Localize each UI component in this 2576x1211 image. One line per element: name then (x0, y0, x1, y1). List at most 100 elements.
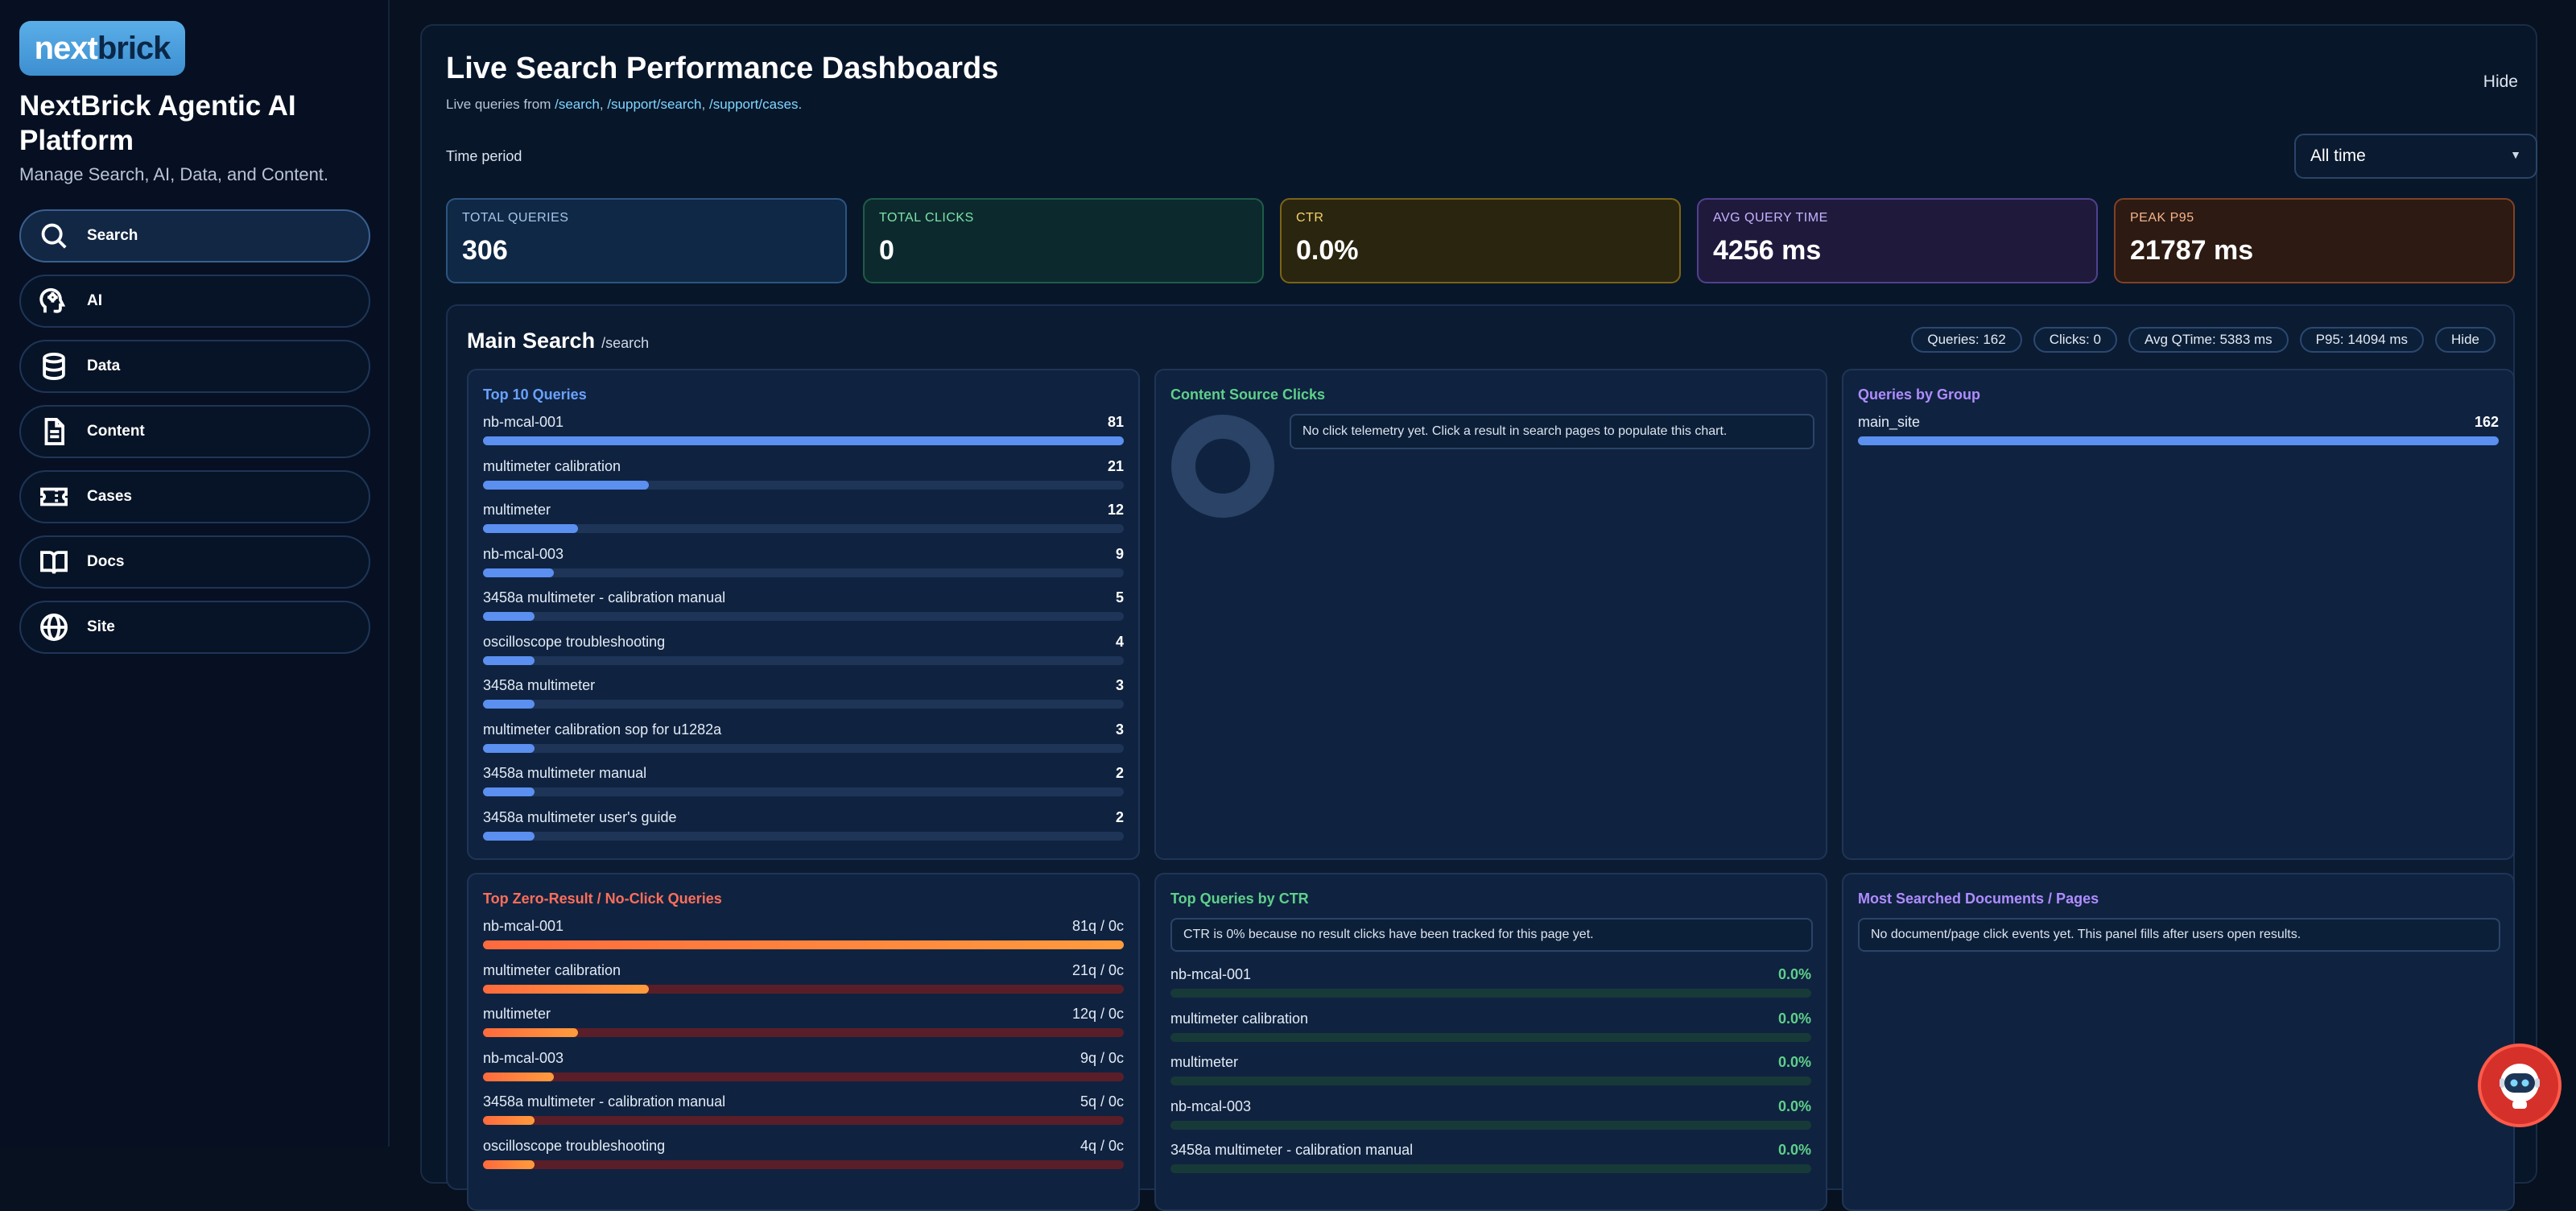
top-query-row-label: 3458a multimeter user's guide (483, 808, 677, 825)
zero-result-row-bar-track (483, 1159, 1124, 1169)
top-query-row-label: 3458a multimeter manual (483, 765, 647, 781)
ctr-row: nb-mcal-003 0.0% (1170, 1098, 1811, 1143)
sidebar: next brick NextBrick Agentic AI Platform … (0, 0, 390, 1147)
ctr-notice: CTR is 0% because no result clicks have … (1170, 918, 1813, 952)
top-query-row: nb-mcal-001 81 (483, 414, 1124, 458)
stat-chip-clicks: Clicks: 0 (2033, 327, 2117, 353)
ctr-row-value: 0.0% (1777, 1054, 1811, 1070)
card-title: Queries by Group (1858, 386, 1981, 403)
zero-result-row-value: 9q / 0c (1080, 1049, 1124, 1066)
search-icon (41, 223, 67, 249)
stat-chip-p95: P95: 14094 ms (2299, 327, 2425, 353)
ctr-row-label: nb-mcal-001 (1170, 966, 1252, 982)
top-query-row: oscilloscope troubleshooting 4 (483, 634, 1124, 678)
kpi-ctr: CTR 0.0% (1280, 198, 1681, 283)
zero-result-row-value: 12q / 0c (1071, 1006, 1124, 1022)
zero-result-row-label: multimeter (483, 1006, 551, 1022)
stat-chip-avg-qtime: Avg QTime: 5383 ms (2128, 327, 2289, 353)
top-query-row-bar-track (483, 787, 1124, 796)
zero-result-card: Top Zero-Result / No-Click Queries nb-mc… (467, 873, 1140, 1211)
kpi-peak-p95: PEAK P95 21787 ms (2114, 198, 2515, 283)
kpi-total-queries: TOTAL QUERIES 306 (446, 198, 847, 283)
sidebar-item-ai[interactable]: AI (19, 275, 370, 328)
top-queries-card: Top 10 Queries nb-mcal-001 81 multimeter c… (467, 369, 1140, 860)
sidebar-item-label: Cases (87, 488, 132, 505)
ctr-row-value: 0.0% (1777, 1142, 1811, 1158)
card-title: Top 10 Queries (483, 386, 587, 403)
sidebar-item-site[interactable]: Site (19, 601, 370, 654)
top-query-row-value: 5 (1115, 589, 1124, 606)
document-icon (44, 418, 64, 445)
zero-result-row-bar-track (483, 1072, 1124, 1081)
time-period-label: Time period (446, 148, 522, 164)
top-query-row-bar (483, 612, 535, 621)
top-query-row-bar (483, 787, 535, 796)
zero-result-row-label: 3458a multimeter - calibration manual (483, 1093, 726, 1110)
top-query-row-value: 3 (1115, 677, 1124, 693)
zero-result-list: nb-mcal-001 81q / 0c multimeter calibratio… (483, 918, 1124, 1181)
path-support-search: /support/search (607, 97, 702, 112)
zero-result-row-bar-track (483, 1028, 1124, 1037)
top-query-row-bar (483, 480, 650, 490)
content-source-card: Content Source Clicks No click telemetry… (1154, 369, 1827, 860)
top-query-row-value: 12 (1107, 502, 1124, 518)
zero-result-row-bar-track (483, 1116, 1124, 1125)
kpi-avg-query-time: AVG QUERY TIME 4256 ms (1697, 198, 2098, 283)
ctr-row-bar-track (1170, 1032, 1811, 1042)
zero-result-row-bar (483, 1072, 555, 1081)
sidebar-item-content[interactable]: Content (19, 405, 370, 458)
zero-result-row-bar (483, 1159, 535, 1169)
card-title: Content Source Clicks (1170, 386, 1326, 403)
top-query-row-value: 81 (1107, 414, 1124, 430)
sidebar-item-cases[interactable]: Cases (19, 470, 370, 523)
ctr-row-value: 0.0% (1777, 966, 1811, 982)
ctr-row-bar-track (1170, 1077, 1811, 1085)
top-query-row-value: 4 (1115, 633, 1124, 650)
zero-result-row: 3458a multimeter - calibration manual 5q … (483, 1093, 1124, 1138)
hide-dashboard-button[interactable]: Hide (2483, 72, 2518, 91)
zero-result-row-value: 81q / 0c (1071, 918, 1124, 934)
zero-result-row-bar-track (483, 984, 1124, 994)
top-query-row: nb-mcal-003 9 (483, 546, 1124, 590)
top-query-row-bar-track (483, 700, 1124, 709)
zero-result-row-label: oscilloscope troubleshooting (483, 1137, 666, 1154)
top-query-row: 3458a multimeter manual 2 (483, 765, 1124, 809)
kpi-total-clicks: TOTAL CLICKS 0 (863, 198, 1264, 283)
empty-donut-chart (1171, 415, 1274, 518)
time-period-select[interactable]: All time ▼ (2294, 134, 2537, 179)
sidebar-item-label: Data (87, 358, 121, 374)
chat-assistant-button[interactable] (2481, 1047, 2558, 1124)
card-title: Most Searched Documents / Pages (1858, 891, 2099, 907)
zero-result-row-label: multimeter calibration (483, 961, 621, 978)
top-query-row-bar (483, 700, 535, 709)
top-query-row-label: multimeter calibration sop for u1282a (483, 721, 722, 738)
ctr-row-bar-track (1170, 989, 1811, 998)
ctr-row-bar-track (1170, 1164, 1811, 1173)
zero-result-row-bar (483, 1028, 578, 1037)
card-title: Top Queries by CTR (1170, 891, 1309, 907)
group-row-bar (1858, 436, 2499, 445)
top-query-row-bar-track (483, 655, 1124, 665)
zero-result-row-value: 5q / 0c (1080, 1093, 1124, 1110)
sidebar-item-data[interactable]: Data (19, 340, 370, 393)
nextbrick-logo[interactable]: next brick (19, 21, 185, 76)
section-title: Main Search/search (467, 329, 650, 353)
zero-result-row-label: nb-mcal-003 (483, 1049, 564, 1066)
robot-icon (2500, 1064, 2540, 1109)
hide-section-button[interactable]: Hide (2435, 327, 2496, 353)
platform-title: NextBrick Agentic AI Platform (19, 90, 296, 156)
ai-head-icon (39, 287, 66, 313)
zero-result-row: multimeter calibration 21q / 0c (483, 962, 1124, 1006)
top-query-row-label: multimeter (483, 502, 551, 518)
ticket-icon (40, 487, 68, 506)
top-query-row-bar-track (483, 568, 1124, 577)
sidebar-item-label: Search (87, 227, 138, 244)
top-query-row-bar-track (483, 436, 1124, 445)
zero-result-row-bar-track (483, 940, 1124, 949)
database-icon (43, 353, 65, 380)
page-title: Live Search Performance Dashboards (446, 52, 999, 85)
sidebar-item-search[interactable]: Search (19, 209, 370, 262)
top-query-row-label: nb-mcal-003 (483, 545, 564, 562)
section-path: /search (601, 335, 650, 351)
sidebar-item-docs[interactable]: Docs (19, 535, 370, 589)
